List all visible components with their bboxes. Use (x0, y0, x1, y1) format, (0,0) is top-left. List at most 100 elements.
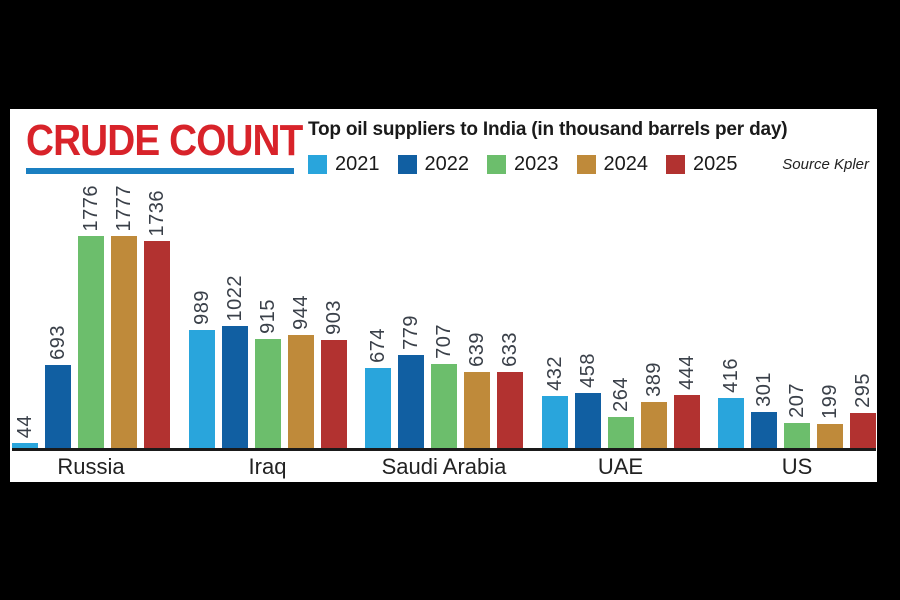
bar-unit-2021: 432 (541, 356, 568, 448)
category-label-iraq: Iraq (248, 454, 287, 479)
bar-us-2021 (718, 398, 744, 448)
bar-unit-2023: 207 (784, 383, 810, 448)
bar-unit-2024: 199 (817, 384, 843, 448)
legend-swatch-icon (308, 155, 327, 174)
bar-unit-2025: 1736 (144, 189, 170, 448)
legend-item-2025: 2025 (666, 153, 738, 176)
bar-saudi-arabia-2021 (365, 368, 391, 448)
bar-value-label: 207 (786, 383, 808, 418)
legend-item-2023: 2023 (487, 153, 559, 176)
bar-value-label: 944 (289, 295, 312, 330)
bar-russia-2021 (12, 443, 38, 448)
bar-uae-2023 (607, 417, 634, 448)
bar-value-label: 44 (14, 414, 36, 438)
bar-saudi-arabia-2025 (497, 372, 523, 448)
bar-uae-2024 (640, 402, 667, 448)
title-block: CRUDE COUNT (26, 116, 303, 174)
bar-value-label: 1776 (80, 184, 102, 232)
bar-saudi-arabia-2023 (431, 364, 457, 448)
legend-label: 2022 (424, 153, 470, 175)
bar-unit-2022: 779 (398, 315, 424, 448)
legend-label: 2024 (603, 153, 649, 175)
bar-unit-2023: 264 (607, 377, 634, 448)
bar-unit-2024: 944 (287, 295, 314, 448)
bar-value-label: 301 (753, 372, 775, 407)
bar-russia-2025 (144, 241, 170, 448)
bar-iraq-2022 (221, 326, 248, 448)
bar-iraq-2021 (188, 330, 215, 448)
bar-value-label: 416 (720, 358, 742, 393)
bar-unit-2023: 915 (254, 299, 281, 448)
bar-value-label: 693 (47, 325, 69, 360)
bar-value-label: 1736 (146, 189, 168, 237)
chart-subtitle: Top oil suppliers to India (in thousand … (308, 119, 788, 140)
bar-value-label: 1022 (223, 274, 246, 322)
bar-unit-2021: 416 (718, 358, 744, 448)
bar-value-label: 432 (543, 356, 566, 391)
bar-value-label: 639 (466, 332, 488, 367)
bar-group-us: 416 301 207 199 295 (718, 358, 876, 448)
bar-value-label: 199 (819, 384, 841, 419)
legend-item-2021: 2021 (308, 153, 380, 176)
bar-unit-2021: 674 (365, 328, 391, 448)
bar-value-label: 444 (675, 355, 698, 390)
title-underline (26, 168, 294, 174)
category-label-uae: UAE (597, 454, 644, 479)
legend-swatch-icon (576, 155, 596, 174)
legend-swatch-icon (397, 155, 417, 174)
bar-unit-2024: 639 (464, 332, 490, 448)
bar-value-label: 779 (400, 315, 422, 350)
legend-swatch-icon (666, 155, 685, 174)
bar-value-label: 264 (609, 377, 632, 412)
bar-unit-2025: 903 (320, 300, 347, 448)
bar-uae-2021 (541, 396, 568, 448)
bar-value-label: 674 (367, 328, 389, 363)
bar-saudi-arabia-2024 (464, 372, 490, 448)
bar-value-label: 1777 (113, 184, 135, 232)
bar-unit-2023: 707 (431, 324, 457, 448)
category-label-us: US (781, 454, 813, 479)
legend-row: 2021 2022 2023 2024 2025 Source Kpler (308, 153, 869, 176)
bar-unit-2024: 1777 (111, 184, 137, 448)
bar-groups: 44 693 1776 1777 1736 989 1022 915 944 903 674 779 7… (12, 184, 876, 448)
legend-item-2024: 2024 (576, 153, 649, 176)
bar-group-iraq: 989 1022 915 944 903 (188, 274, 347, 448)
bar-value-label: 458 (576, 353, 599, 388)
bar-us-2022 (751, 412, 777, 448)
bar-iraq-2024 (287, 335, 314, 448)
category-label-saudi-arabia: Saudi Arabia (381, 454, 507, 479)
legend-label: 2021 (335, 153, 380, 175)
source-note: Source Kpler (782, 156, 869, 173)
bar-unit-2025: 295 (850, 373, 876, 448)
bar-group-saudi-arabia: 674 779 707 639 633 (365, 315, 523, 448)
bar-value-label: 989 (190, 290, 213, 325)
bar-value-label: 389 (642, 362, 665, 397)
bar-value-label: 903 (322, 300, 345, 335)
bar-chart: 44 693 1776 1777 1736 989 1022 915 944 903 674 779 7… (12, 185, 876, 482)
bar-iraq-2023 (254, 339, 281, 448)
legend-swatch-icon (487, 155, 506, 174)
bar-us-2024 (817, 424, 843, 448)
bar-unit-2025: 444 (673, 355, 700, 448)
page-title: CRUDE COUNT (26, 116, 303, 165)
infographic-panel: CRUDE COUNT Top oil suppliers to India (… (10, 109, 877, 482)
bar-unit-2023: 1776 (78, 184, 104, 448)
bar-value-label: 295 (852, 373, 874, 408)
bar-us-2025 (850, 413, 876, 448)
legend-label: 2023 (514, 153, 559, 175)
bar-unit-2022: 301 (751, 372, 777, 448)
bar-us-2023 (784, 423, 810, 448)
bar-unit-2024: 389 (640, 362, 667, 448)
category-labels: Russia Iraq Saudi Arabia UAE US (12, 454, 876, 480)
bar-value-label: 915 (256, 299, 279, 334)
bar-uae-2025 (673, 395, 700, 448)
bar-unit-2021: 44 (12, 415, 38, 448)
legend: 2021 2022 2023 2024 2025 (308, 153, 738, 176)
bar-group-russia: 44 693 1776 1777 1736 (12, 184, 170, 448)
bar-group-uae: 432 458 264 389 444 (541, 353, 700, 448)
x-axis-line (12, 448, 876, 451)
bar-unit-2022: 1022 (221, 274, 248, 448)
bar-russia-2023 (78, 236, 104, 448)
bar-value-label: 633 (499, 332, 521, 367)
bar-unit-2025: 633 (497, 332, 523, 448)
